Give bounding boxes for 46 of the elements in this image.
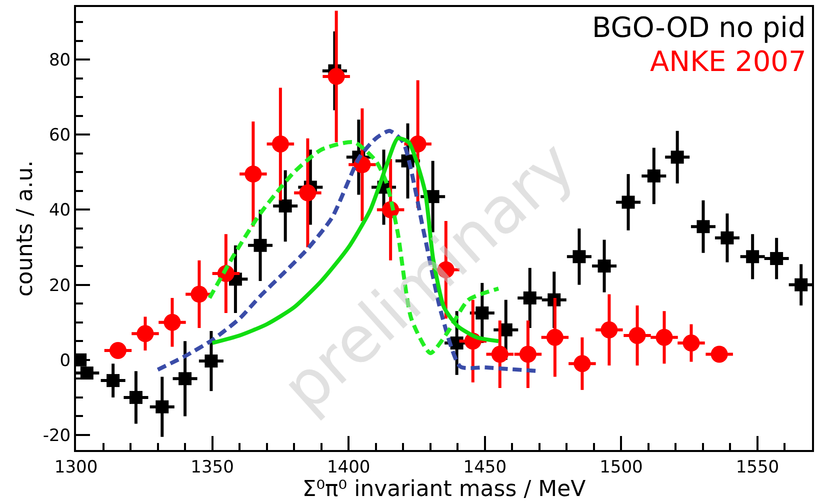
y-tick-label: -20 — [42, 426, 71, 446]
point — [204, 354, 218, 368]
text: ANKE 2007 — [650, 45, 806, 78]
point — [106, 374, 120, 388]
point — [572, 250, 586, 264]
point — [622, 196, 635, 209]
x-tick-label: 1350 — [190, 457, 234, 478]
point — [244, 166, 262, 183]
point — [178, 372, 192, 386]
x-axis-title: Σ⁰π⁰ invariant mass / MeV — [302, 477, 586, 502]
x-tick-label: 1550 — [736, 457, 780, 478]
y-tick-label: 40 — [48, 200, 71, 221]
y-tick-label: 60 — [48, 126, 71, 146]
point — [156, 400, 169, 414]
point — [656, 328, 673, 346]
x-tick-label: 1400 — [326, 457, 370, 478]
point — [670, 150, 684, 164]
x-tick-label: 1450 — [463, 457, 507, 478]
point — [794, 278, 808, 292]
point — [574, 355, 591, 372]
y-tick-label: 0 — [60, 350, 71, 371]
point — [647, 169, 660, 182]
point — [164, 314, 181, 331]
point — [328, 68, 345, 85]
point — [720, 231, 734, 244]
point — [190, 286, 208, 303]
x-tick-label: 1300 — [54, 457, 98, 478]
point — [600, 321, 618, 338]
point — [696, 220, 710, 234]
point — [129, 390, 142, 404]
point — [254, 238, 267, 252]
point — [710, 346, 728, 363]
point — [770, 252, 784, 266]
y-tick-label: 80 — [48, 50, 71, 71]
point — [272, 136, 289, 153]
y-axis-title: counts / a.u. — [13, 160, 38, 297]
point — [109, 342, 126, 359]
point — [80, 366, 94, 380]
y-tick-label: 20 — [48, 276, 71, 296]
point — [628, 327, 646, 344]
point — [682, 334, 700, 352]
point — [136, 325, 154, 342]
point — [746, 250, 760, 264]
point — [598, 260, 611, 273]
x-tick-label: 1500 — [600, 457, 643, 478]
text: BGO-OD no pid — [592, 11, 806, 44]
